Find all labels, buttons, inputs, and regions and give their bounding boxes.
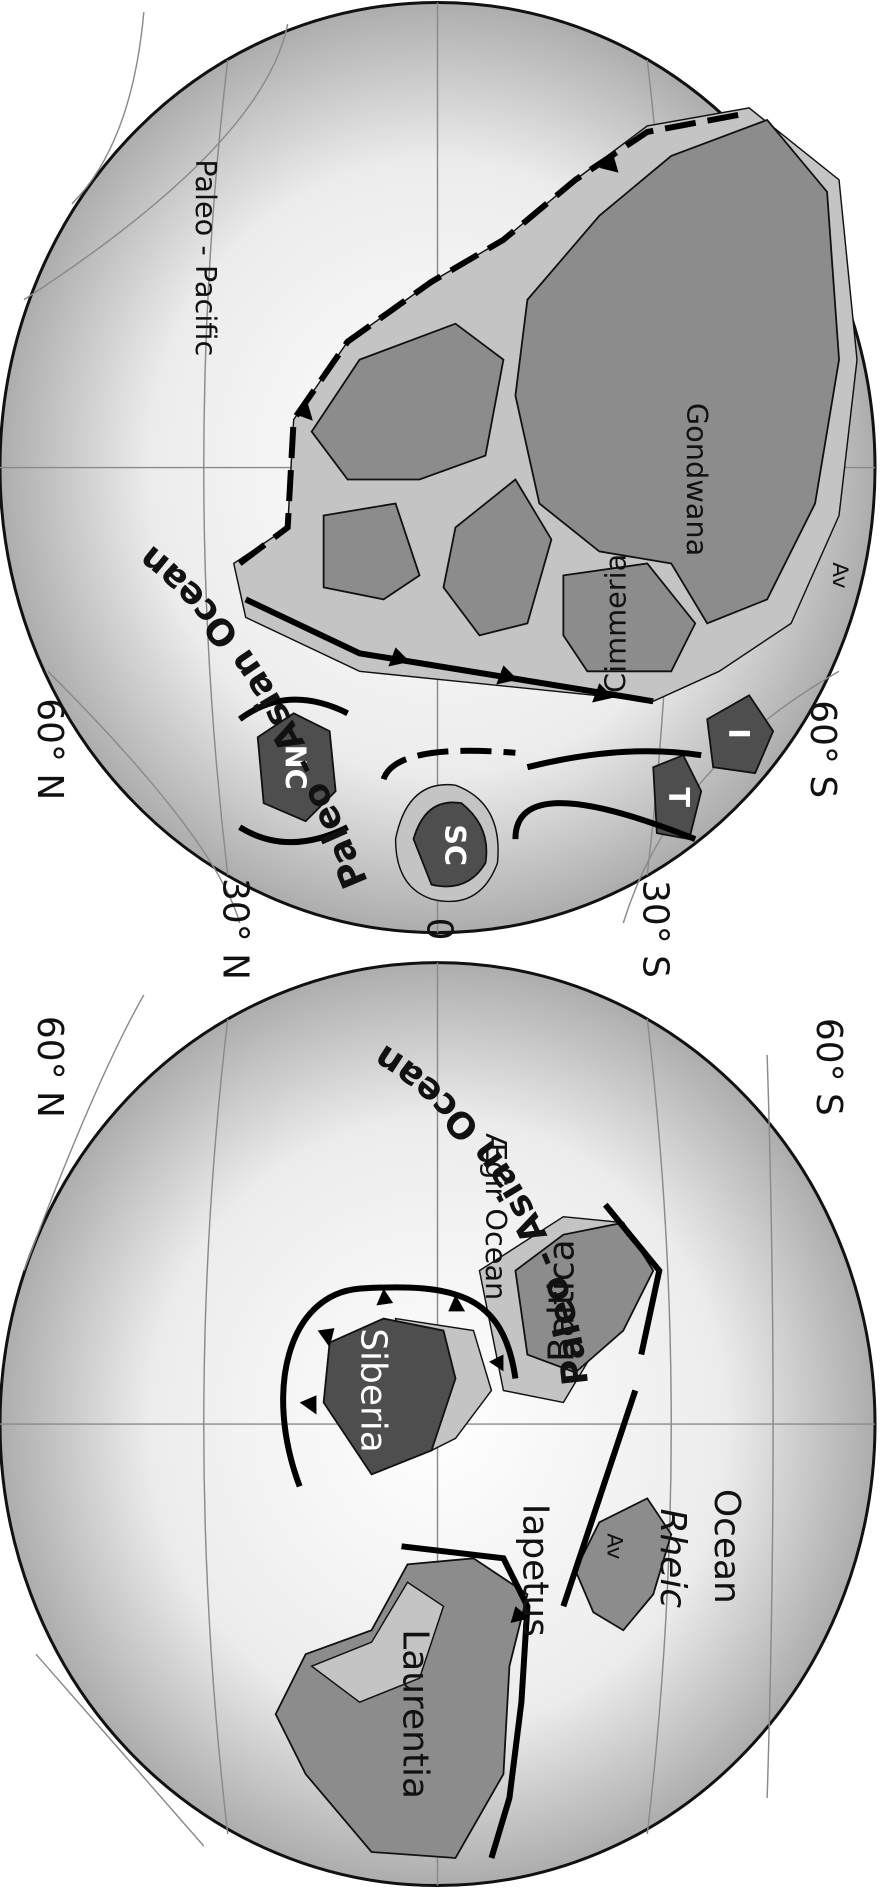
terrane-label: NC <box>279 745 313 790</box>
subduction-zone <box>401 1543 531 1859</box>
latitude-label: 30° S <box>634 880 675 978</box>
terrane-label: Av <box>827 562 852 588</box>
subduction-zone <box>280 1284 519 1488</box>
terrane-label: T <box>662 787 696 807</box>
terrane-nc <box>256 712 337 823</box>
grid-line <box>203 59 229 876</box>
latitude-label: 0 <box>419 918 460 941</box>
siberia <box>322 1317 457 1476</box>
terrane-sc <box>412 801 488 888</box>
grid-line <box>203 1018 229 1835</box>
terrane-i <box>706 694 775 775</box>
subduction-zone <box>602 1202 663 1356</box>
terrane-label: I <box>722 728 756 739</box>
grid-line <box>766 1054 774 1799</box>
grid-line <box>35 1653 205 1847</box>
latitude-label: 60° N <box>29 698 70 800</box>
terrane-label: SC <box>438 824 472 866</box>
continent-label: Laurentia <box>395 1629 436 1799</box>
baltica <box>514 1221 655 1374</box>
subduction-zone <box>380 747 516 781</box>
grid-line <box>23 994 145 1271</box>
grid-line <box>47 670 241 924</box>
subduction-zone <box>244 596 654 705</box>
landmass <box>322 502 421 601</box>
subduction-zone <box>512 748 702 842</box>
ocean-label: Iapetus <box>514 1504 555 1637</box>
terrane-label: Cimmeria <box>598 554 632 693</box>
subduction-zone <box>560 1389 639 1608</box>
laurentia <box>274 1557 529 1859</box>
continent-label: Siberia <box>353 1328 394 1453</box>
latitude-label: 60° S <box>808 1018 849 1116</box>
latitude-label: 60° N <box>29 1016 70 1118</box>
ocean-label: Rheic <box>652 1508 693 1608</box>
landmass <box>310 322 505 481</box>
continent-label: Baltica <box>541 1239 582 1362</box>
ocean-label: Ocean <box>706 1489 747 1604</box>
ocean-label: Paleo - Pacific <box>189 159 223 356</box>
subduction-zone <box>237 696 349 845</box>
landmass <box>514 118 840 625</box>
grid-line <box>71 11 145 205</box>
landmass <box>442 478 553 637</box>
terrane-label: Av <box>602 1533 627 1559</box>
grid-line <box>23 23 289 301</box>
shelf <box>310 1581 445 1703</box>
ocean-label: Ægir Ocean <box>479 1133 513 1300</box>
subduction-zone <box>237 110 744 566</box>
landmass <box>562 562 697 673</box>
globe-bottom: 60° N 60° S Laurentia Iapetus Baltica Æg… <box>0 961 877 1887</box>
latitude-label: 30° N <box>215 878 256 980</box>
continent-label: Gondwana <box>680 403 714 556</box>
globe-top: 60° N 60° S Paleo - Pacific Gondwana Cim… <box>0 1 877 934</box>
avalonia <box>574 1497 673 1632</box>
grid-line <box>646 1018 672 1835</box>
grid-line <box>622 670 840 924</box>
latitude-label: 60° S <box>802 700 843 798</box>
